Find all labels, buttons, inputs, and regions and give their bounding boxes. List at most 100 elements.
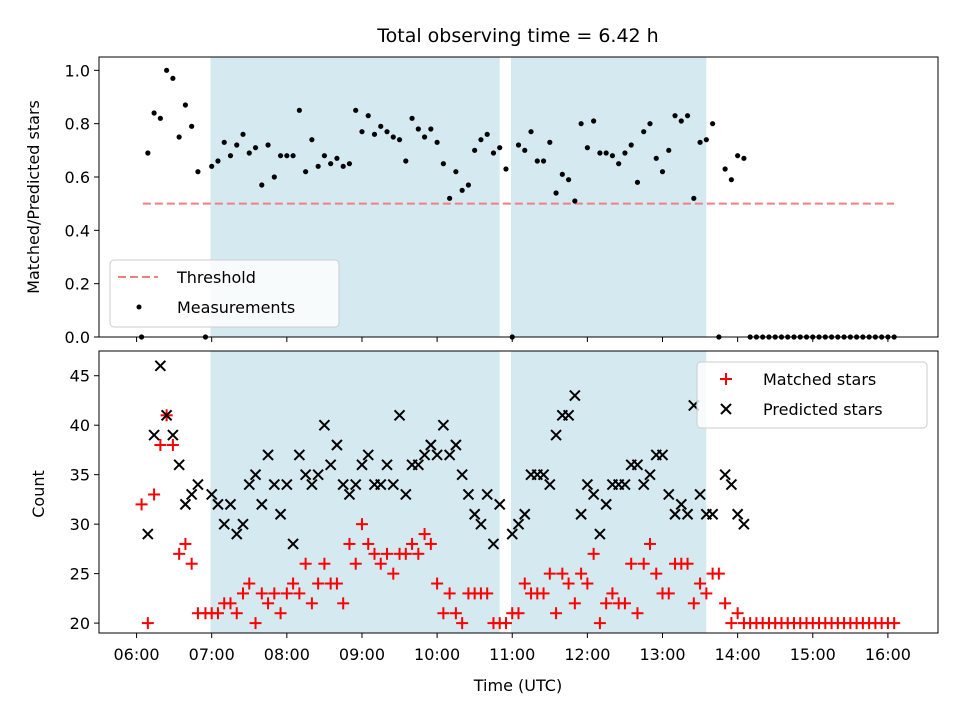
cross-stroke — [437, 419, 450, 431]
top-y-ticks: 0.0 0.2 0.4 0.6 0.8 1.0 — [65, 61, 99, 347]
x-tick-label: 13:00 — [639, 645, 685, 664]
cross-stroke — [154, 360, 167, 372]
predicted-star-point — [663, 488, 675, 501]
measurement-point — [647, 121, 653, 127]
matched-star-point — [518, 577, 531, 590]
y-tick-label: 35 — [70, 466, 90, 485]
measurement-point — [534, 158, 540, 164]
matched-star-point — [537, 587, 550, 600]
bottom-legend-box — [696, 361, 928, 429]
predicted-star-point — [481, 488, 493, 501]
cross-stroke — [192, 478, 204, 491]
matched-star-point — [712, 567, 725, 580]
measurement-point — [578, 121, 584, 127]
legend-matched-label: Matched stars — [763, 370, 876, 389]
cross-stroke — [669, 508, 681, 520]
matched-star-point — [287, 577, 300, 590]
matched-star-point — [262, 597, 275, 610]
measurement-point — [591, 118, 597, 124]
measurement-point — [309, 137, 315, 143]
cross-stroke — [249, 468, 262, 481]
measurement-point — [453, 169, 459, 175]
cross-stroke — [494, 498, 506, 511]
predicted-star-point — [287, 538, 299, 550]
matched-star-point — [141, 617, 154, 630]
predicted-star-point — [675, 498, 687, 511]
cross-stroke — [450, 439, 462, 451]
matched-star-point — [562, 577, 575, 590]
matched-star-point — [568, 597, 581, 610]
cross-stroke — [594, 528, 606, 540]
cross-stroke — [731, 508, 744, 520]
predicted-star-point — [324, 459, 337, 471]
matched-star-point — [481, 587, 494, 600]
cross-stroke — [544, 478, 556, 491]
cross-stroke — [656, 449, 669, 461]
cross-stroke — [600, 498, 612, 511]
measurement-point — [465, 182, 472, 188]
bottom-plot-frame — [98, 350, 939, 634]
cross-stroke — [644, 468, 656, 481]
cross-stroke — [356, 459, 368, 471]
y-tick-label: 45 — [70, 367, 90, 386]
bottom-x-ticks: 06:00 07:00 08:00 09:00 10:00 11:00 12:00 13:00… — [114, 633, 911, 664]
measurement-point — [157, 115, 163, 121]
measurement-point — [378, 123, 384, 129]
predicted-star-point — [375, 478, 387, 491]
measurement-point — [584, 145, 590, 151]
matched-star-point — [888, 617, 901, 630]
measurement-point — [434, 139, 440, 145]
measurement-point — [259, 182, 265, 188]
cross-stroke — [506, 528, 518, 540]
matched-star-point — [243, 577, 256, 590]
matched-star-point — [719, 597, 732, 610]
measurement-point — [515, 142, 522, 148]
predicted-star-point — [638, 478, 650, 491]
measurement-point — [684, 113, 691, 119]
cross-stroke — [519, 508, 531, 520]
predicted-star-point — [412, 459, 425, 471]
measurement-point — [371, 131, 378, 137]
measurement-point — [547, 139, 553, 145]
cross-stroke — [569, 389, 581, 402]
measurement-point — [359, 129, 365, 135]
y-tick-label: 25 — [70, 565, 90, 584]
cross-stroke — [262, 449, 274, 461]
predicted-star-point — [619, 478, 631, 491]
measurement-point — [195, 169, 201, 175]
matched-star-point — [255, 587, 268, 600]
measurement-point — [346, 161, 353, 167]
matched-star-point — [556, 567, 569, 580]
legend-measurements-swatch — [136, 304, 142, 310]
y-tick-label: 30 — [70, 515, 90, 534]
cross-stroke — [148, 429, 160, 441]
matched-star-point — [299, 557, 312, 570]
measurement-point — [277, 153, 284, 159]
predicted-star-point — [306, 478, 318, 491]
cross-stroke — [462, 488, 475, 501]
measurement-point — [284, 153, 290, 159]
matched-star-point — [211, 607, 224, 620]
measurement-point — [182, 102, 189, 108]
cross-stroke — [312, 468, 324, 481]
matched-star-point — [224, 597, 237, 610]
predicted-star-point — [224, 498, 237, 511]
predicted-star-point — [148, 429, 160, 441]
matched-star-point — [543, 567, 556, 580]
matched-star-point — [135, 498, 148, 511]
predicted-star-point — [249, 468, 262, 481]
measurement-point — [678, 118, 684, 124]
predicted-star-point — [443, 449, 456, 461]
matched-star-point — [237, 587, 250, 600]
predicted-star-point — [487, 538, 500, 550]
chart-title: Total observing time = 6.42 h — [376, 25, 658, 47]
predicted-star-point — [293, 449, 306, 461]
measurement-point — [559, 171, 565, 177]
matched-star-point — [330, 577, 343, 590]
matched-star-point — [593, 617, 606, 630]
cross-stroke — [720, 403, 732, 415]
bottom-legend: Matched stars Predicted stars — [696, 361, 928, 429]
cross-stroke — [274, 508, 287, 520]
matched-star-point — [293, 587, 306, 600]
cross-stroke — [224, 498, 237, 511]
